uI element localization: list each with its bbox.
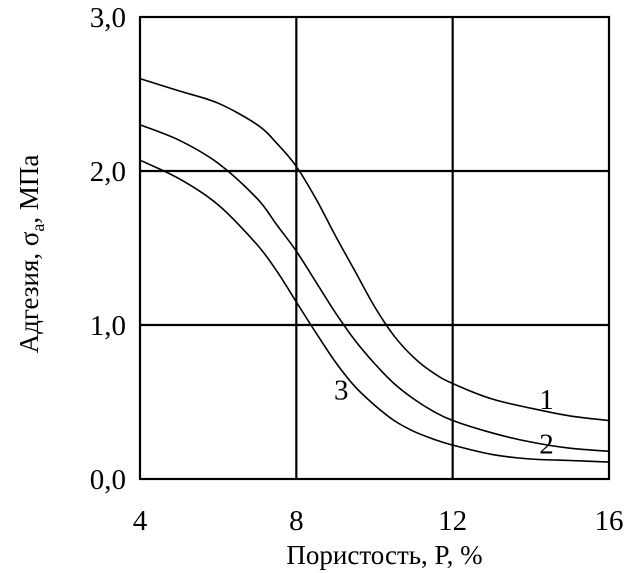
x-tick-label: 8: [289, 505, 304, 537]
x-tick-label: 4: [133, 505, 148, 537]
x-tick-label: 16: [595, 505, 624, 537]
curve-2: [139, 124, 610, 453]
curve-1: [139, 77, 610, 422]
x-tick-label: 12: [438, 505, 467, 537]
y-tick-label: 1,0: [90, 310, 126, 342]
y-axis-title: Адгезия, σa, МПа: [14, 155, 48, 354]
y-axis-title-main: Адгезия, σ: [14, 231, 44, 353]
grid-lines: [140, 17, 609, 479]
x-tick-labels: 4 8 12 16: [133, 505, 624, 537]
curve-labels: 1 2 3: [334, 375, 554, 461]
y-tick-label: 2,0: [90, 156, 126, 188]
y-tick-label: 3,0: [90, 2, 126, 34]
y-axis-title-subscript: a: [28, 224, 48, 232]
curve-label-3: 3: [334, 375, 349, 407]
y-axis-title-unit: , МПа: [14, 155, 44, 224]
curves: [139, 77, 610, 463]
y-tick-label: 0,0: [90, 464, 126, 496]
curve-3: [139, 159, 610, 463]
curve-label-1: 1: [539, 384, 554, 416]
curve-label-2: 2: [539, 429, 554, 461]
x-axis-title: Пористость, P, %: [286, 540, 482, 570]
plot-frame: [138, 15, 611, 481]
y-tick-labels: 0,0 1,0 2,0 3,0: [90, 2, 126, 496]
